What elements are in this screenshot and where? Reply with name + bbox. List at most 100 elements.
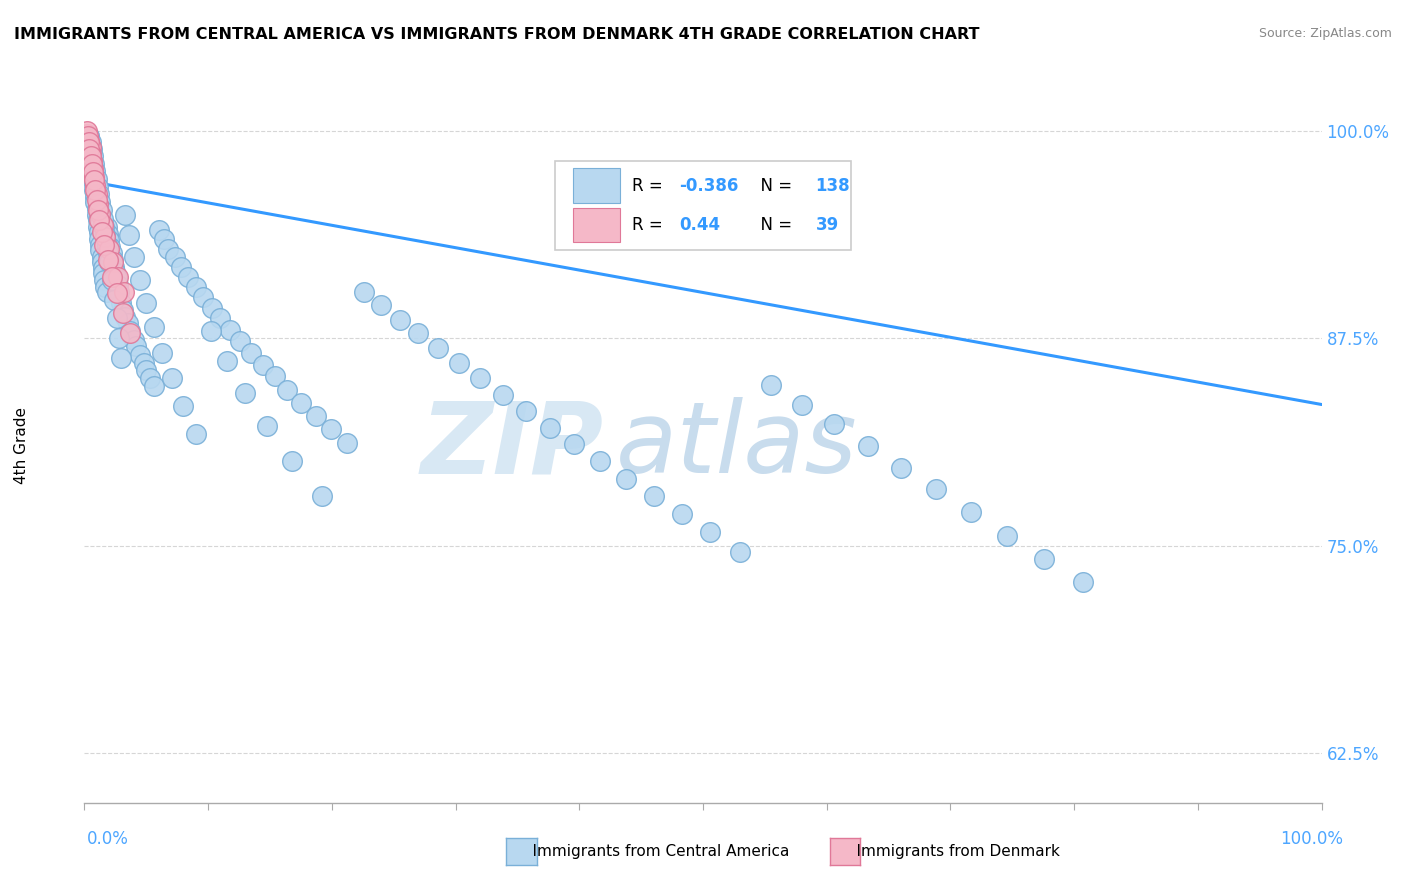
Point (98, 233, 121, 247)
Point (290, 396, 312, 410)
Point (172, 399, 194, 413)
Point (449, 356, 471, 370)
Point (129, 273, 152, 287)
Point (82, 161, 104, 176)
Point (129, 348, 152, 362)
Point (281, 454, 304, 468)
Point (79, 148, 101, 162)
Point (118, 228, 141, 243)
Point (148, 223, 170, 237)
Point (562, 437, 585, 451)
Point (589, 454, 612, 468)
Point (87, 213, 110, 227)
Point (79, 140, 101, 154)
Point (276, 383, 298, 397)
Point (84, 163, 107, 178)
Point (76, 140, 98, 154)
Point (163, 250, 186, 264)
Point (82, 148, 104, 162)
Point (103, 293, 125, 307)
Point (105, 271, 128, 285)
Point (142, 319, 165, 334)
Point (90, 203, 112, 218)
Point (135, 362, 157, 376)
Point (728, 545, 751, 559)
Point (79, 130, 101, 145)
Point (101, 254, 124, 268)
Point (305, 409, 328, 424)
Point (170, 260, 193, 274)
Point (240, 346, 263, 360)
Point (699, 525, 721, 540)
Point (353, 285, 375, 299)
Point (184, 279, 207, 293)
Point (89, 225, 111, 239)
Point (104, 265, 127, 279)
Point (101, 253, 124, 268)
Text: Immigrants from Central America: Immigrants from Central America (513, 845, 790, 859)
Point (152, 231, 174, 245)
Point (122, 333, 145, 347)
Point (110, 296, 132, 310)
Point (408, 326, 430, 340)
Text: N =: N = (749, 177, 797, 194)
Point (77, 128, 100, 143)
Point (89, 231, 111, 245)
Point (427, 341, 450, 355)
Point (132, 356, 155, 370)
Point (643, 489, 665, 503)
Point (103, 260, 125, 274)
Text: 39: 39 (815, 216, 839, 234)
Point (79, 145, 101, 160)
Point (890, 460, 912, 475)
Point (93, 219, 115, 234)
Text: ZIP: ZIP (420, 398, 605, 494)
Point (86, 208, 108, 222)
Text: IMMIGRANTS FROM CENTRAL AMERICA VS IMMIGRANTS FROM DENMARK 4TH GRADE CORRELATION: IMMIGRANTS FROM CENTRAL AMERICA VS IMMIG… (14, 27, 980, 42)
Point (98, 240, 121, 254)
Point (76, 124, 98, 138)
Point (157, 242, 180, 256)
Text: 0.0%: 0.0% (87, 830, 129, 847)
Point (82, 165, 104, 179)
Point (122, 250, 145, 264)
Text: 100.0%: 100.0% (1279, 830, 1343, 847)
Point (91, 219, 114, 233)
Point (823, 417, 845, 432)
Point (80, 160, 103, 174)
Point (233, 385, 256, 400)
Point (77, 150, 100, 164)
Point (98, 254, 121, 268)
Point (856, 439, 879, 453)
Text: N =: N = (749, 216, 797, 234)
Point (93, 273, 115, 287)
Point (184, 427, 207, 442)
Point (160, 371, 183, 385)
Point (76, 127, 98, 141)
Point (97, 246, 120, 260)
Point (96, 219, 118, 234)
Point (515, 404, 537, 418)
Point (135, 296, 157, 310)
Point (215, 354, 238, 368)
Point (79, 148, 101, 162)
Point (79, 142, 101, 156)
Point (139, 371, 162, 385)
Point (264, 369, 287, 384)
Point (107, 269, 129, 284)
Point (120, 326, 142, 340)
Point (114, 208, 136, 222)
Point (79, 128, 101, 143)
Text: 0.44: 0.44 (679, 216, 721, 234)
FancyBboxPatch shape (574, 169, 620, 202)
Point (80, 153, 103, 168)
Point (336, 435, 359, 450)
Point (82, 170, 104, 185)
Point (219, 323, 242, 337)
Point (79, 147, 101, 161)
Point (229, 334, 252, 349)
Text: R =: R = (633, 216, 668, 234)
Point (100, 273, 122, 287)
Point (150, 346, 173, 360)
Point (790, 397, 813, 411)
